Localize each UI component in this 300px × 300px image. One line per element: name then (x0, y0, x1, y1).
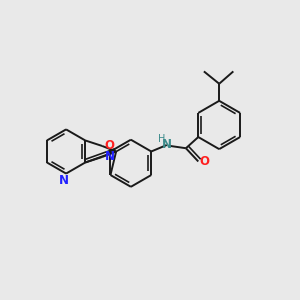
Text: O: O (104, 140, 115, 152)
Text: N: N (162, 138, 172, 151)
Text: N: N (104, 151, 115, 164)
Text: O: O (200, 155, 210, 168)
Text: N: N (59, 173, 69, 187)
Text: H: H (158, 134, 165, 144)
